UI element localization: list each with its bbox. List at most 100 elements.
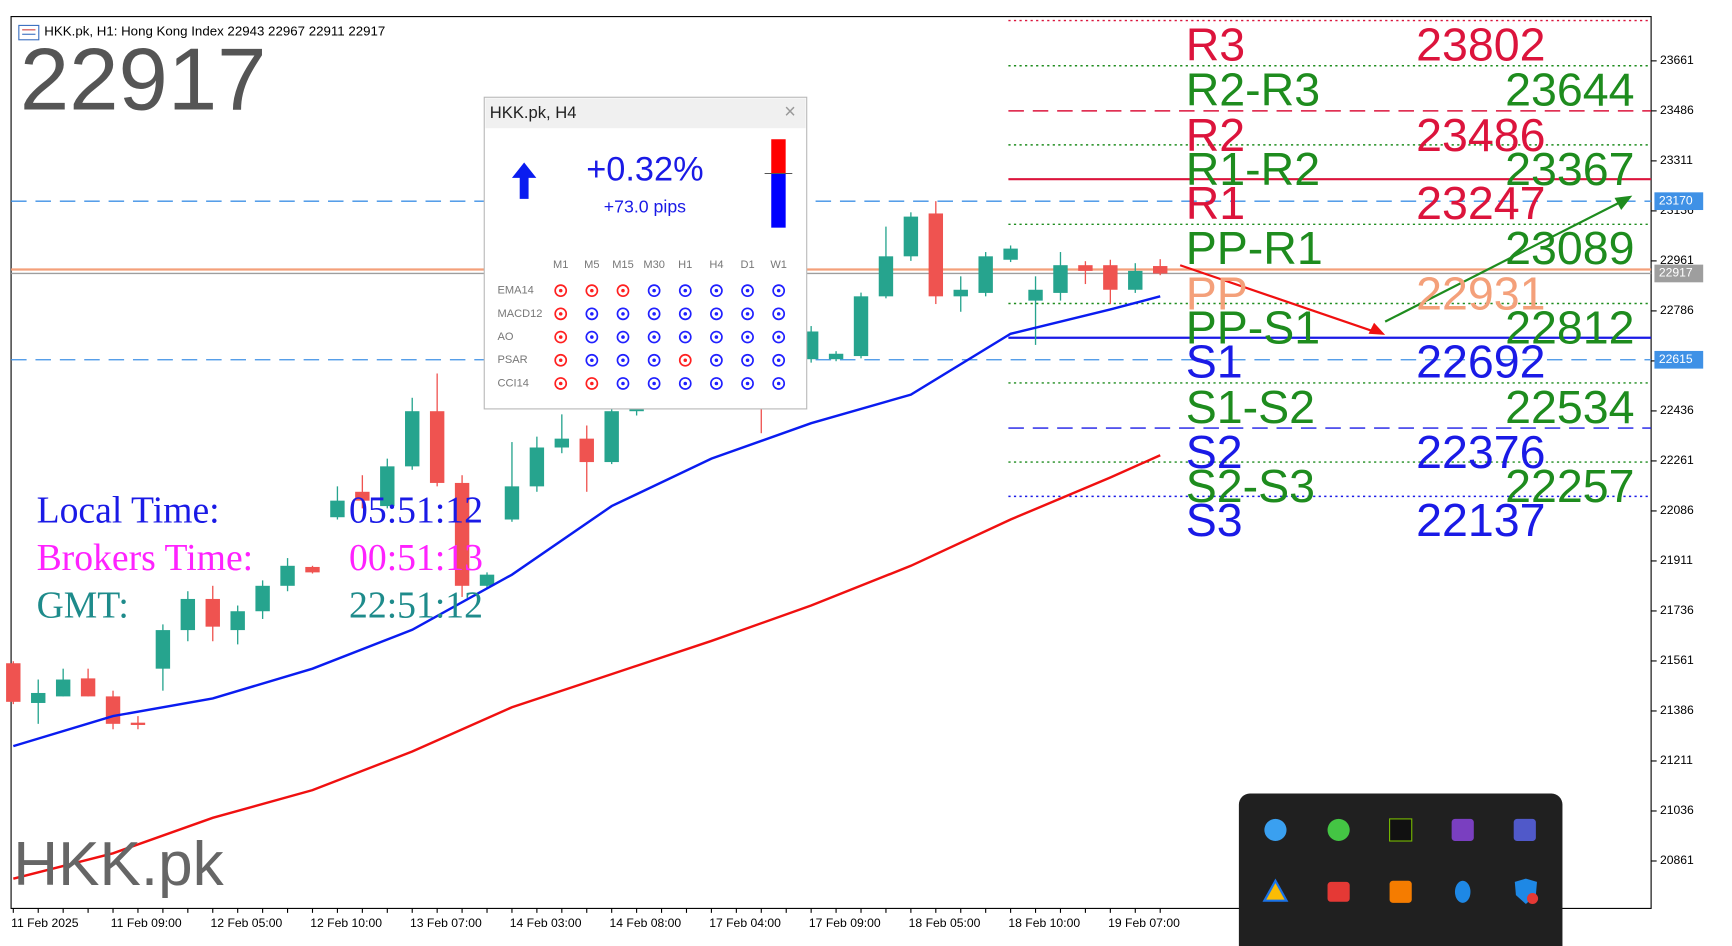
candle-body [31, 693, 45, 703]
signal-dot-center [777, 289, 781, 293]
panel-column: M15 [612, 259, 634, 271]
candle-body [1103, 265, 1117, 290]
panel-frame [484, 97, 806, 409]
pivot-name: R3 [1186, 19, 1245, 71]
panel-row: MACD12 [498, 308, 543, 320]
signal-dot-center [559, 335, 563, 339]
panel-column: M1 [553, 259, 568, 271]
x-tick-label: 12 Feb 05:00 [211, 916, 283, 930]
candle-body [1053, 265, 1067, 293]
signal-dot-center [559, 359, 563, 363]
candle-body [1028, 290, 1042, 301]
signal-dot-center [683, 335, 687, 339]
signal-dot-center [683, 382, 687, 386]
tray-icon[interactable] [1328, 882, 1350, 902]
candle-body [978, 256, 992, 293]
candle-body [280, 566, 294, 586]
strength-bar-down [771, 174, 785, 228]
y-tick-label: 21211 [1660, 753, 1693, 767]
x-tick-label: 13 Feb 07:00 [410, 916, 482, 930]
pivot-value: 23247 [1416, 177, 1545, 229]
panel-title: HKK.pk, H4 [490, 103, 577, 122]
signal-dot-center [652, 382, 656, 386]
panel-column: H1 [678, 259, 692, 271]
signal-dot-center [559, 382, 563, 386]
y-tick-label: 22436 [1660, 403, 1694, 417]
x-tick-label: 11 Feb 2025 [11, 916, 79, 930]
panel-close[interactable]: × [784, 101, 796, 123]
signal-dot-center [715, 335, 719, 339]
signal-dot-center [777, 312, 781, 316]
signal-dot-center [652, 312, 656, 316]
signal-dot-center [590, 312, 594, 316]
strength-bar-up [771, 139, 785, 173]
y-tick-label: 23311 [1660, 153, 1693, 167]
candle-body [604, 411, 618, 462]
y-tick-label: 21911 [1660, 553, 1693, 567]
signal-dot-center [590, 335, 594, 339]
signal-dot-center [746, 335, 750, 339]
clock-time: 05:51:12 [349, 490, 483, 532]
signal-dot-center [777, 335, 781, 339]
y-tick-label: 23661 [1660, 53, 1694, 67]
signal-dot-center [683, 359, 687, 363]
candle-body [206, 599, 220, 627]
clock-label: Local Time: [37, 490, 220, 532]
tray-icon[interactable] [1264, 819, 1286, 841]
tray-icon[interactable] [1514, 819, 1536, 841]
tray-popup [1239, 793, 1563, 946]
x-tick-label: 12 Feb 10:00 [310, 916, 382, 930]
candle-body [879, 256, 893, 296]
panel-row: EMA14 [498, 285, 534, 297]
candle-body [405, 411, 419, 466]
clock-label: GMT: [37, 585, 129, 627]
x-tick-label: 19 Feb 07:00 [1108, 916, 1180, 930]
candle-body [854, 296, 868, 356]
candle-body [1078, 265, 1092, 271]
signal-dot-center [715, 312, 719, 316]
tray-icon[interactable] [1328, 819, 1350, 841]
tray-icon[interactable] [1455, 881, 1471, 903]
panel-column: H4 [709, 259, 723, 271]
candle-body [1153, 266, 1167, 273]
panel-change: +0.32% [586, 150, 703, 188]
candle-body [181, 599, 195, 630]
y-tick-label: 22786 [1660, 303, 1694, 317]
clock-label: Brokers Time: [37, 537, 254, 579]
x-tick-label: 18 Feb 05:00 [909, 916, 981, 930]
price-marker-label: 23170 [1659, 193, 1693, 207]
pivot-value: 22534 [1505, 381, 1634, 433]
tray-icon[interactable] [1452, 819, 1474, 841]
x-tick-label: 14 Feb 08:00 [609, 916, 681, 930]
tray-icon[interactable] [1390, 881, 1412, 903]
panel-column: W1 [770, 259, 787, 271]
signal-dot-center [621, 312, 625, 316]
pivot-name: S1-S2 [1186, 381, 1315, 433]
candle-body [230, 611, 244, 630]
signal-dot-center [715, 382, 719, 386]
chart-window: 2086121036212112138621561217362191122086… [0, 0, 1732, 946]
y-tick-label: 21036 [1660, 803, 1694, 817]
candle-body [305, 567, 319, 572]
candle-body [530, 447, 544, 486]
watermark: HKK.pk [13, 830, 224, 899]
signal-dot-center [746, 359, 750, 363]
panel-column: M5 [584, 259, 599, 271]
signal-dot-center [621, 289, 625, 293]
signal-dot-center [715, 359, 719, 363]
x-tick-label: 11 Feb 09:00 [111, 916, 182, 930]
signal-dot-center [652, 335, 656, 339]
candle-body [1003, 249, 1017, 260]
candle-body [505, 486, 519, 519]
signal-dot-center [590, 359, 594, 363]
signal-dot-center [715, 289, 719, 293]
signal-dot-center [621, 359, 625, 363]
candle-body [56, 680, 70, 697]
candle-body [330, 501, 344, 518]
pivot-value: 23089 [1505, 222, 1634, 274]
tray-icon[interactable] [1390, 819, 1412, 841]
y-tick-label: 21736 [1660, 603, 1694, 617]
x-tick-label: 14 Feb 03:00 [510, 916, 582, 930]
pivot-value: 22692 [1416, 336, 1545, 388]
signal-dot-center [652, 289, 656, 293]
